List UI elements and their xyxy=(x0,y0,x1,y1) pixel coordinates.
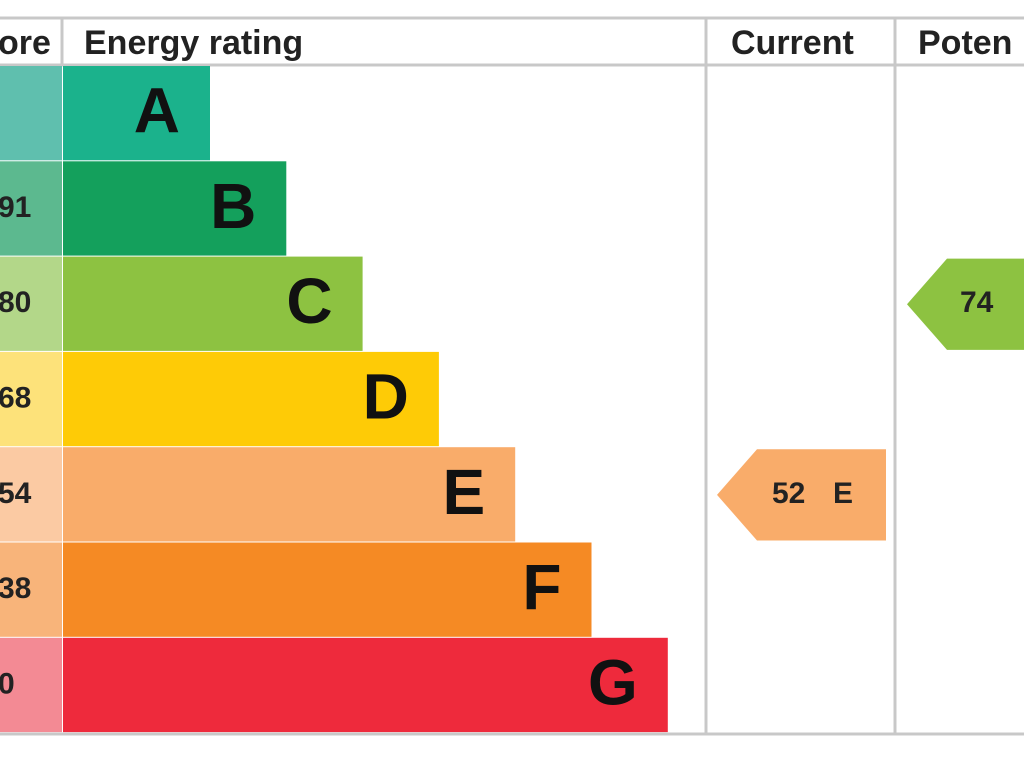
rating-bar xyxy=(63,66,210,161)
potential-value: 74 xyxy=(960,286,994,319)
band-letter: B xyxy=(210,170,256,242)
rating-bar xyxy=(63,637,668,733)
band-letter: F xyxy=(522,551,561,623)
score-cell xyxy=(0,447,62,542)
band-letter: G xyxy=(588,646,638,718)
rating-bar xyxy=(63,351,439,447)
current-arrow xyxy=(717,449,886,541)
rating-header: Energy rating xyxy=(84,24,303,62)
potential-header: Poten xyxy=(918,24,1012,62)
band-letter: A xyxy=(134,75,180,147)
score-cell xyxy=(0,637,62,733)
score-header: ore xyxy=(0,24,51,62)
rating-bar xyxy=(63,542,592,637)
score-label: 91 xyxy=(0,191,31,224)
score-label: 80 xyxy=(0,286,31,319)
rating-bar xyxy=(63,256,363,351)
band-letter: D xyxy=(363,360,409,432)
rating-bar xyxy=(63,447,516,542)
rating-bar xyxy=(63,161,287,256)
current-band: E xyxy=(833,477,853,510)
score-label: 38 xyxy=(0,572,31,605)
band-letter: E xyxy=(443,456,486,528)
score-cell xyxy=(0,256,62,351)
score-cell xyxy=(0,542,62,637)
current-value: 52 xyxy=(772,477,805,510)
score-cell xyxy=(0,161,62,256)
potential-arrow xyxy=(907,258,1024,350)
band-letter: C xyxy=(286,265,332,337)
current-header: Current xyxy=(731,24,854,62)
score-label: 68 xyxy=(0,381,31,414)
score-label: 54 xyxy=(0,477,32,510)
score-cell xyxy=(0,66,62,161)
score-cell xyxy=(0,351,62,447)
score-label: 0 xyxy=(0,667,15,700)
